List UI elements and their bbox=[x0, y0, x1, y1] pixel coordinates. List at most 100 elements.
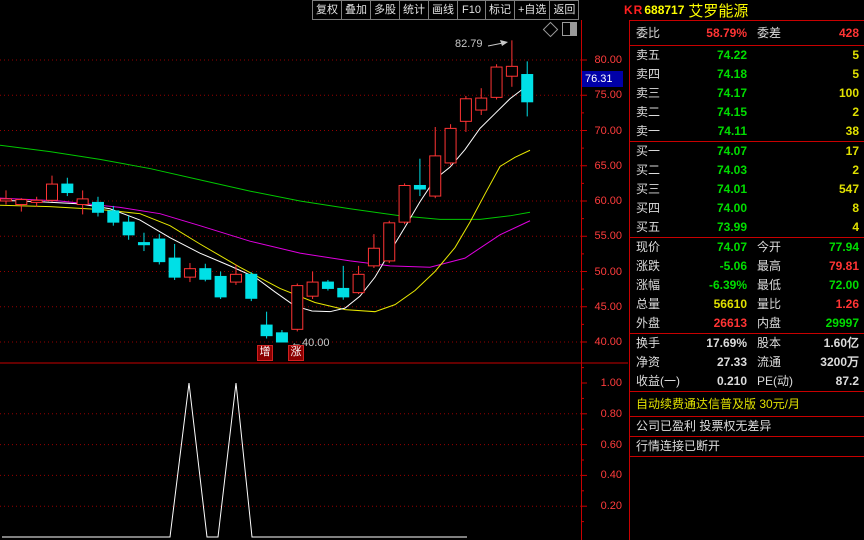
bid-row[interactable]: 买四 74.00 8 bbox=[630, 199, 864, 218]
level-label: 买三 bbox=[636, 182, 661, 196]
stat-label: 现价 bbox=[636, 240, 661, 254]
fund-row: 净资 27.33 流通 3200万 bbox=[630, 353, 864, 372]
high-annotation-arrow bbox=[487, 42, 504, 47]
status-message: 公司已盈利 投票权无差异 bbox=[636, 419, 772, 433]
price-axis-label: 50.00 bbox=[594, 265, 622, 278]
toolbar-button[interactable]: 统计 bbox=[399, 0, 429, 20]
toolbar-button[interactable]: 返回 bbox=[549, 0, 580, 20]
toolbar-button[interactable]: 画线 bbox=[428, 0, 458, 20]
level-price: 74.11 bbox=[717, 124, 747, 138]
toolbar-button[interactable]: 复权 bbox=[312, 0, 342, 20]
ask-row[interactable]: 卖一 74.11 38 bbox=[630, 122, 864, 141]
indicator-axis-label: 0.20 bbox=[600, 500, 622, 513]
ask-row[interactable]: 卖三 74.17 100 bbox=[630, 84, 864, 103]
price-axis-label: 55.00 bbox=[594, 230, 622, 243]
candle-body bbox=[137, 242, 150, 246]
stat-label: PE(动) bbox=[757, 374, 794, 388]
bid-row[interactable]: 买二 74.03 2 bbox=[630, 161, 864, 180]
bid-levels: 买一 74.07 17 买二 74.03 2 买三 74.01 547 买四 74.00 8 买五 73.… bbox=[630, 142, 864, 237]
level-price: 73.99 bbox=[716, 220, 747, 234]
candle-body bbox=[61, 183, 74, 194]
status-messages: 自动续费通达信普及版 30元/月 公司已盈利 投票权无差异 行情连接已断开 bbox=[630, 392, 864, 457]
signal-badge: 涨 bbox=[288, 345, 304, 361]
ask-row[interactable]: 卖四 74.18 5 bbox=[630, 65, 864, 84]
toolbar-button[interactable]: 多股 bbox=[370, 0, 400, 20]
level-label: 买二 bbox=[636, 163, 661, 177]
ma-fast-white bbox=[0, 88, 524, 313]
stat-label: 涨幅 bbox=[636, 278, 661, 292]
weibi-value: 58.79% bbox=[706, 26, 747, 40]
candle-body bbox=[490, 66, 503, 98]
ask-row[interactable]: 卖二 74.15 2 bbox=[630, 103, 864, 122]
candle-body bbox=[260, 324, 273, 337]
candle-body bbox=[475, 97, 488, 111]
high-annotation-arrowhead bbox=[500, 40, 508, 46]
indicator-axis-label: 0.60 bbox=[600, 438, 622, 451]
stock-code: 688717 bbox=[644, 3, 685, 17]
candle-body bbox=[107, 210, 120, 223]
stat-label: 流通 bbox=[757, 355, 782, 369]
ask-row[interactable]: 卖五 74.22 5 bbox=[630, 46, 864, 65]
level-label: 卖二 bbox=[636, 105, 661, 119]
level-qty: 5 bbox=[852, 67, 859, 81]
stat-value: -6.39% bbox=[708, 278, 747, 292]
weibi-label: 委比 bbox=[636, 26, 661, 40]
toolbar-button[interactable]: F10 bbox=[457, 0, 486, 20]
candle-body bbox=[367, 247, 380, 267]
indicator-line bbox=[2, 382, 467, 538]
candle-body bbox=[306, 281, 319, 297]
stat-row: 外盘 26613 内盘 29997 bbox=[630, 314, 864, 333]
stat-value: 77.94 bbox=[828, 240, 859, 254]
candle-body bbox=[459, 98, 472, 122]
stat-label: 净资 bbox=[636, 355, 661, 369]
stat-label: 换手 bbox=[636, 336, 661, 350]
divider bbox=[630, 333, 864, 334]
high-price-annotation: 82.79 bbox=[455, 38, 483, 50]
stat-row: 现价 74.07 今开 77.94 bbox=[630, 238, 864, 257]
candle-body bbox=[275, 332, 288, 343]
level-label: 卖一 bbox=[636, 124, 661, 138]
stat-value: 1.26 bbox=[835, 297, 859, 311]
stat-label: 涨跌 bbox=[636, 259, 661, 273]
stat-label: 内盘 bbox=[757, 316, 782, 330]
stat-value: 79.81 bbox=[828, 259, 859, 273]
toolbar-menu: 复权 叠加 多股 统计 画线 F10 标记 +自选 返回 bbox=[312, 0, 580, 20]
level-qty: 2 bbox=[852, 163, 859, 177]
level-label: 买四 bbox=[636, 201, 661, 215]
bid-row[interactable]: 买五 73.99 4 bbox=[630, 218, 864, 237]
level-price: 74.18 bbox=[716, 67, 747, 81]
chart-corner-icons bbox=[542, 21, 577, 38]
toolbar-button[interactable]: 标记 bbox=[485, 0, 515, 20]
weicha-value: 428 bbox=[838, 26, 859, 40]
stat-row: 总量 56610 量比 1.26 bbox=[630, 295, 864, 314]
ask-levels: 卖五 74.22 5 卖四 74.18 5 卖三 74.17 100 卖二 74.15 2 卖一 74.1… bbox=[630, 46, 864, 141]
ma-mid-magenta bbox=[0, 197, 531, 268]
split-view-icon[interactable] bbox=[562, 22, 577, 36]
level-qty: 100 bbox=[838, 86, 859, 100]
candle-body bbox=[321, 281, 334, 289]
bid-row[interactable]: 买一 74.07 17 bbox=[630, 142, 864, 161]
level-qty: 8 bbox=[852, 201, 859, 215]
diamond-icon[interactable] bbox=[542, 21, 559, 38]
stat-label: 收益(一) bbox=[636, 374, 680, 388]
bid-row[interactable]: 买三 74.01 547 bbox=[630, 180, 864, 199]
indicator-axis-label: 0.80 bbox=[600, 407, 622, 420]
ma-long-green bbox=[0, 144, 531, 220]
candle-body bbox=[429, 155, 442, 197]
stat-value: 72.00 bbox=[828, 278, 859, 292]
divider bbox=[630, 416, 864, 417]
candle-body bbox=[153, 238, 166, 263]
price-axis-label: 40.00 bbox=[594, 336, 622, 348]
stat-label: 今开 bbox=[757, 240, 782, 254]
level-qty: 547 bbox=[838, 182, 859, 196]
stat-value: 0.210 bbox=[716, 374, 747, 388]
level-qty: 38 bbox=[845, 124, 859, 138]
level-qty: 4 bbox=[852, 220, 859, 234]
level-label: 买五 bbox=[636, 220, 661, 234]
candle-body bbox=[352, 273, 365, 294]
stat-value: 26613 bbox=[713, 316, 747, 330]
price-stats: 现价 74.07 今开 77.94 涨跌 -5.06 最高 79.81 涨幅 -6.39% 最低 72… bbox=[630, 238, 864, 333]
app-logo: KR bbox=[624, 3, 644, 17]
